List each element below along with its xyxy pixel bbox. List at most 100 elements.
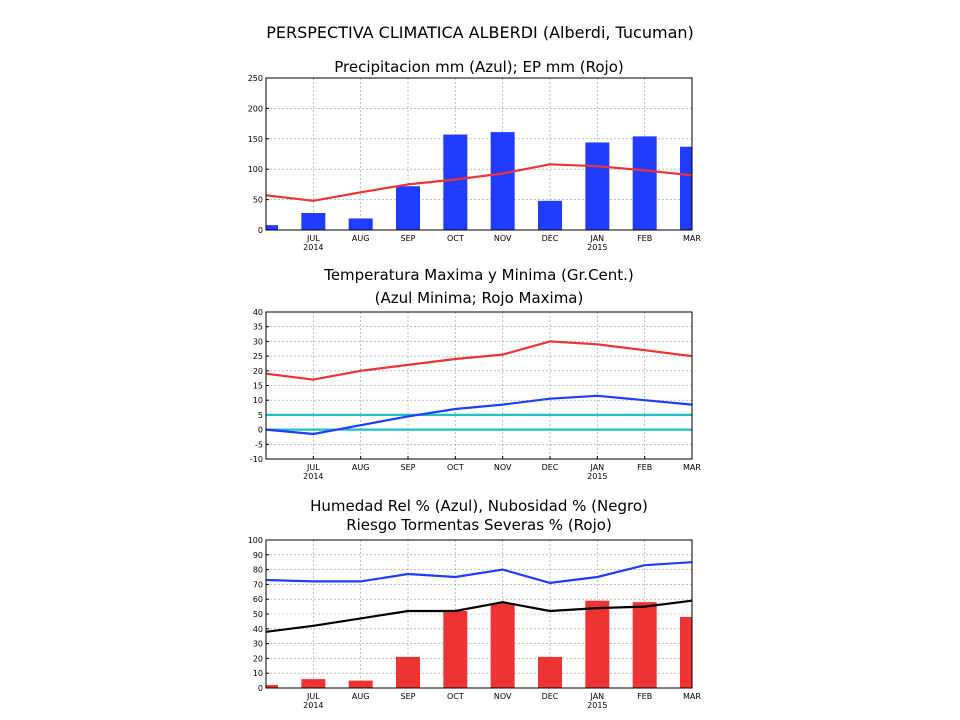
x-tick-label: JAN	[589, 692, 604, 701]
y-tick-label: 0	[258, 426, 263, 435]
x-tick-label: NOV	[494, 234, 512, 243]
bar-dec	[538, 200, 562, 230]
series-line-blue	[266, 561, 692, 585]
y-tick-label: 40	[253, 625, 263, 634]
x-tick-label: SEP	[401, 463, 416, 472]
chart-panel-2: Temperatura Maxima y Minima (Gr.Cent.) (A…	[250, 266, 701, 481]
x-tick-label: DEC	[542, 692, 559, 701]
y-tick-label: 250	[248, 74, 263, 83]
chart-panel-3: Humedad Rel % (Azul), Nubosidad % (Negro…	[248, 497, 702, 710]
x-year-label: 2014	[303, 701, 323, 710]
bar-jul	[301, 212, 326, 230]
y-tick-label: 20	[253, 654, 263, 663]
x-tick-label: JAN	[589, 463, 604, 472]
chart-marks	[266, 132, 692, 230]
figure-title: PERSPECTIVA CLIMATICA ALBERDI (Alberdi, …	[266, 23, 694, 42]
y-tick-label: 50	[253, 196, 263, 205]
x-tick-label: MAR	[683, 692, 701, 701]
x-tick-label: JUL	[306, 234, 320, 243]
bar-oct	[443, 134, 468, 230]
x-tick-label: JUL	[306, 463, 320, 472]
x-tick-label: FEB	[637, 692, 652, 701]
x-tick-label: MAR	[683, 463, 701, 472]
x-year-label: 2014	[303, 243, 323, 252]
x-tick-label: OCT	[447, 234, 464, 243]
y-tick-label: 200	[248, 104, 263, 113]
x-tick-label: SEP	[401, 692, 416, 701]
bar-sep	[396, 656, 420, 688]
bar-jun	[266, 225, 278, 230]
x-tick-label: AUG	[352, 463, 370, 472]
series-line-red	[266, 340, 692, 381]
y-tick-label: 70	[253, 580, 263, 589]
series-line-blue	[266, 394, 692, 436]
x-year-label: 2015	[587, 701, 607, 710]
y-tick-label: 30	[253, 640, 263, 649]
bar-jun	[266, 685, 278, 688]
x-tick-label: DEC	[542, 234, 559, 243]
bar-feb	[632, 136, 657, 230]
y-tick-label: 0	[258, 684, 263, 693]
y-tick-label: 5	[258, 411, 263, 420]
y-tick-label: -10	[250, 455, 263, 464]
y-tick-label: -5	[255, 440, 263, 449]
chart-panel-1: Precipitacion mm (Azul); EP mm (Rojo) 0 50…	[248, 58, 702, 252]
y-tick-label: 35	[253, 323, 263, 332]
y-tick-label: 100	[248, 536, 263, 545]
x-tick-label: AUG	[352, 692, 370, 701]
x-tick-label: MAR	[683, 234, 701, 243]
y-tick-label: 50	[253, 610, 263, 619]
bar-nov	[490, 132, 515, 230]
y-tick-label: 40	[253, 308, 263, 317]
x-tick-label: NOV	[494, 463, 512, 472]
x-tick-label: JAN	[589, 234, 604, 243]
y-tick-label: 0	[258, 226, 263, 235]
x-tick-label: OCT	[447, 692, 464, 701]
bar-dec	[538, 656, 562, 688]
plot-frame	[265, 539, 693, 689]
x-tick-label: SEP	[401, 234, 416, 243]
x-year-label: 2015	[587, 243, 607, 252]
bar-mar	[680, 616, 692, 688]
x-tick-label: AUG	[352, 234, 370, 243]
y-tick-label: 10	[253, 396, 263, 405]
bar-sep	[396, 186, 420, 230]
x-tick-label: OCT	[447, 463, 464, 472]
bar-jan	[585, 142, 610, 230]
bar-aug	[348, 680, 373, 688]
y-tick-label: 20	[253, 367, 263, 376]
plot-frame	[265, 77, 693, 231]
y-tick-label: 100	[248, 165, 263, 174]
chart-title: Humedad Rel % (Azul), Nubosidad % (Negro…	[310, 497, 648, 515]
x-tick-label: NOV	[494, 692, 512, 701]
chart-marks	[266, 340, 692, 436]
chart-title: Precipitacion mm (Azul); EP mm (Rojo)	[334, 58, 623, 76]
bar-aug	[348, 218, 373, 230]
y-tick-label: 80	[253, 566, 263, 575]
bar-jul	[301, 679, 326, 688]
bar-feb	[632, 602, 657, 688]
chart-title: Temperatura Maxima y Minima (Gr.Cent.)	[323, 266, 634, 284]
bar-oct	[443, 611, 468, 688]
x-year-label: 2015	[587, 472, 607, 481]
chart-subtitle: (Azul Minima; Rojo Maxima)	[375, 289, 584, 307]
plot-frame	[265, 311, 693, 460]
y-tick-label: 10	[253, 669, 263, 678]
y-tick-label: 25	[253, 352, 263, 361]
bar-nov	[490, 603, 515, 688]
bar-mar	[680, 146, 692, 230]
chart-marks	[266, 561, 692, 688]
y-tick-label: 30	[253, 337, 263, 346]
bar-jan	[585, 600, 610, 688]
x-tick-label: JUL	[306, 692, 320, 701]
x-tick-label: FEB	[637, 234, 652, 243]
series-line-black	[266, 599, 692, 633]
x-tick-label: DEC	[542, 463, 559, 472]
x-tick-label: FEB	[637, 463, 652, 472]
y-tick-label: 150	[248, 135, 263, 144]
x-year-label: 2014	[303, 472, 323, 481]
y-tick-label: 15	[253, 382, 263, 391]
series-line-red	[266, 163, 692, 202]
chart-subtitle: Riesgo Tormentas Severas % (Rojo)	[346, 516, 612, 534]
